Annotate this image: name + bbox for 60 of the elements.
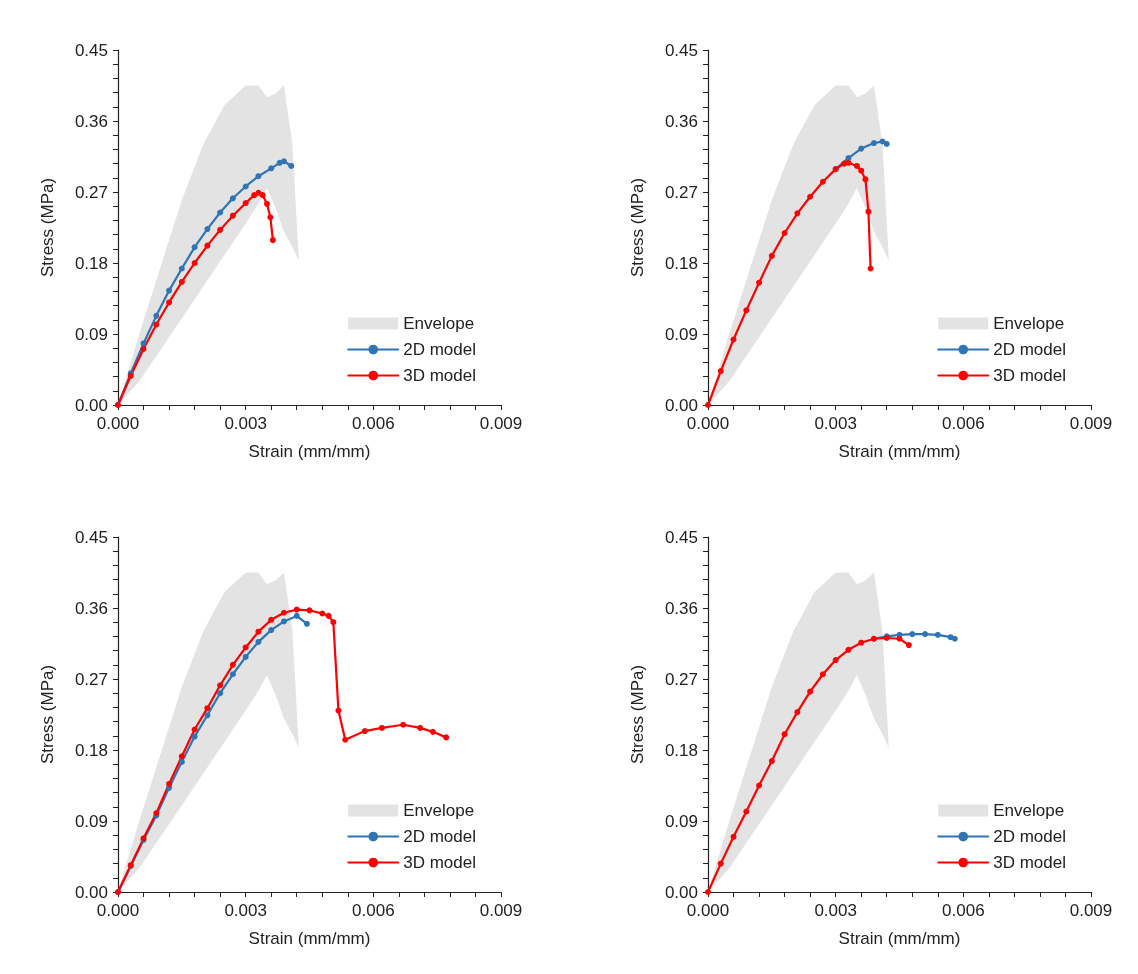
y-tick-label: 0.18 [74,253,108,273]
x-tick-label: 0.006 [352,414,395,433]
y-tick-label: 0.36 [664,598,698,618]
y-axis-title: Stress (MPa) [38,177,57,278]
y-tick-label: 0.36 [664,111,698,131]
legend-label: Envelope [403,801,475,820]
y-tick-label: 0.27 [74,669,108,689]
legend-label: 2D model [993,827,1067,846]
x-tick-label: 0.006 [942,901,985,920]
x-tick-label: 0.009 [479,901,523,920]
x-tick-label: 0.000 [96,414,140,433]
x-tick-label: 0.009 [479,414,523,433]
y-tick-label: 0.09 [74,811,108,831]
legend-label: Envelope [403,314,475,333]
y-tick-label: 0.18 [664,253,698,273]
legend-label: Envelope [993,314,1065,333]
y-tick-label: 0.45 [664,527,698,547]
x-axis-title: Strain (mm/mm) [248,442,371,461]
y-tick-label: 0.45 [74,527,108,547]
legend-label: 3D model [403,366,477,385]
legend-label: 2D model [403,827,477,846]
y-tick-label: 0.00 [74,395,108,415]
x-tick-label: 0.003 [224,414,267,433]
y-tick-label: 0.18 [74,740,108,760]
legend-label: 3D model [993,853,1067,872]
legend-label: 2D model [993,340,1067,359]
x-tick-label: 0.000 [686,901,730,920]
x-tick-label: 0.006 [352,901,395,920]
y-tick-label: 0.09 [74,324,108,344]
x-tick-label: 0.000 [96,901,140,920]
y-tick-label: 0.09 [664,324,698,344]
y-tick-label: 0.45 [664,40,698,60]
x-axis-title: Strain (mm/mm) [838,442,961,461]
legend-label: 3D model [993,366,1067,385]
legend-label: Envelope [993,801,1065,820]
y-tick-label: 0.00 [664,882,698,902]
y-tick-label: 0.00 [664,395,698,415]
legend-label: 2D model [403,340,477,359]
x-tick-label: 0.003 [224,901,267,920]
x-axis-title: Strain (mm/mm) [248,929,371,948]
y-axis-title: Stress (MPa) [628,177,647,278]
x-tick-label: 0.000 [686,414,730,433]
y-tick-label: 0.27 [664,182,698,202]
y-tick-label: 0.45 [74,40,108,60]
y-tick-label: 0.18 [664,740,698,760]
x-tick-label: 0.003 [814,414,857,433]
y-axis-title: Stress (MPa) [628,664,647,765]
y-tick-label: 0.00 [74,882,108,902]
x-tick-label: 0.006 [942,414,985,433]
x-tick-label: 0.003 [814,901,857,920]
y-tick-label: 0.27 [74,182,108,202]
y-tick-label: 0.36 [74,598,108,618]
x-tick-label: 0.009 [1069,901,1113,920]
legend-label: 3D model [403,853,477,872]
y-tick-label: 0.36 [74,111,108,131]
y-axis-title: Stress (MPa) [38,664,57,765]
x-tick-label: 0.009 [1069,414,1113,433]
y-tick-label: 0.09 [664,811,698,831]
x-axis-title: Strain (mm/mm) [838,929,961,948]
y-tick-label: 0.27 [664,669,698,689]
